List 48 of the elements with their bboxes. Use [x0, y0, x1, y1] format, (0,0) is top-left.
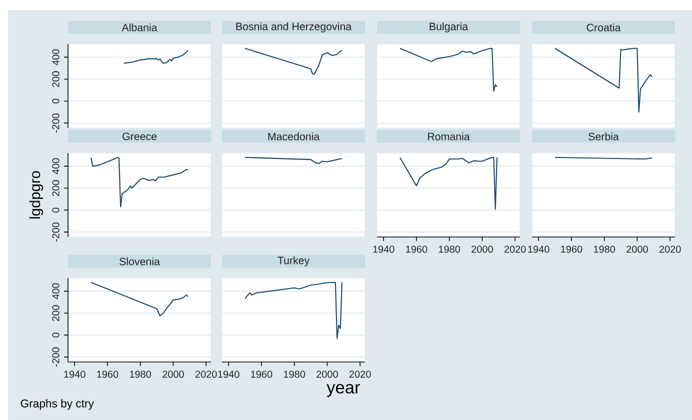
y-tick-label: 400: [52, 283, 60, 300]
y-axis-title: lgdpgro: [29, 171, 44, 218]
text: Graphs by ctry: [20, 399, 94, 410]
x-tick-label: 1980: [594, 246, 616, 253]
x-tick-label: 2020: [195, 370, 217, 378]
x-tick-label: 2020: [659, 246, 681, 253]
x-tick-label: 1960: [251, 370, 272, 378]
x-tick-label: 1960: [406, 246, 428, 253]
x-tick-label: 1940: [218, 370, 240, 378]
y-tick-label: 200: [52, 305, 60, 321]
x-tick-label: 1980: [284, 370, 306, 378]
y-tick-label: -200: [52, 222, 60, 242]
chart-title: Albania: [122, 23, 158, 32]
x-tick-label: 2020: [504, 246, 526, 253]
y-tick-label: 0: [52, 98, 60, 104]
y-tick-label: 400: [52, 49, 60, 66]
chart-title: Bulgaria: [430, 22, 468, 32]
chart-title: Serbia: [588, 132, 619, 140]
x-tick-label: 1980: [438, 246, 460, 253]
y-tick-label: 400: [52, 158, 60, 174]
x-tick-label: 2000: [162, 370, 184, 378]
y-tick-label: 0: [52, 208, 60, 212]
x-tick-label: 2000: [316, 370, 338, 378]
x-tick-label: 1980: [130, 370, 152, 378]
chart-title: Macedonia: [268, 132, 320, 140]
y-tick-label: 0: [52, 332, 60, 338]
x-tick-label: 1940: [528, 246, 550, 253]
y-tick-label: -200: [52, 113, 60, 133]
chart-title: Croatia: [586, 23, 621, 32]
line-series: [90, 156, 189, 208]
x-tick-label: 1940: [64, 370, 86, 378]
x-tick-label: 2020: [349, 370, 371, 378]
chart-title: Bosnia and Herzegovina: [236, 22, 352, 32]
line-series: [123, 50, 189, 64]
chart-title: Romania: [428, 132, 470, 140]
x-tick-label: 1940: [373, 246, 394, 253]
chart-title: Greece: [122, 132, 157, 140]
chart-title: Turkey: [278, 256, 310, 266]
y-tick-label: 200: [52, 71, 60, 87]
chart-title: Slovenia: [120, 257, 160, 266]
x-tick-label: 1960: [97, 370, 118, 378]
x-tick-label: 1960: [561, 246, 582, 253]
line-series: [90, 282, 189, 316]
y-tick-label: 200: [52, 180, 60, 196]
x-tick-label: 2000: [472, 246, 493, 253]
x-tick-label: 2000: [626, 246, 648, 253]
x-axis-title: year: [326, 384, 360, 397]
y-tick-label: -200: [52, 347, 60, 367]
